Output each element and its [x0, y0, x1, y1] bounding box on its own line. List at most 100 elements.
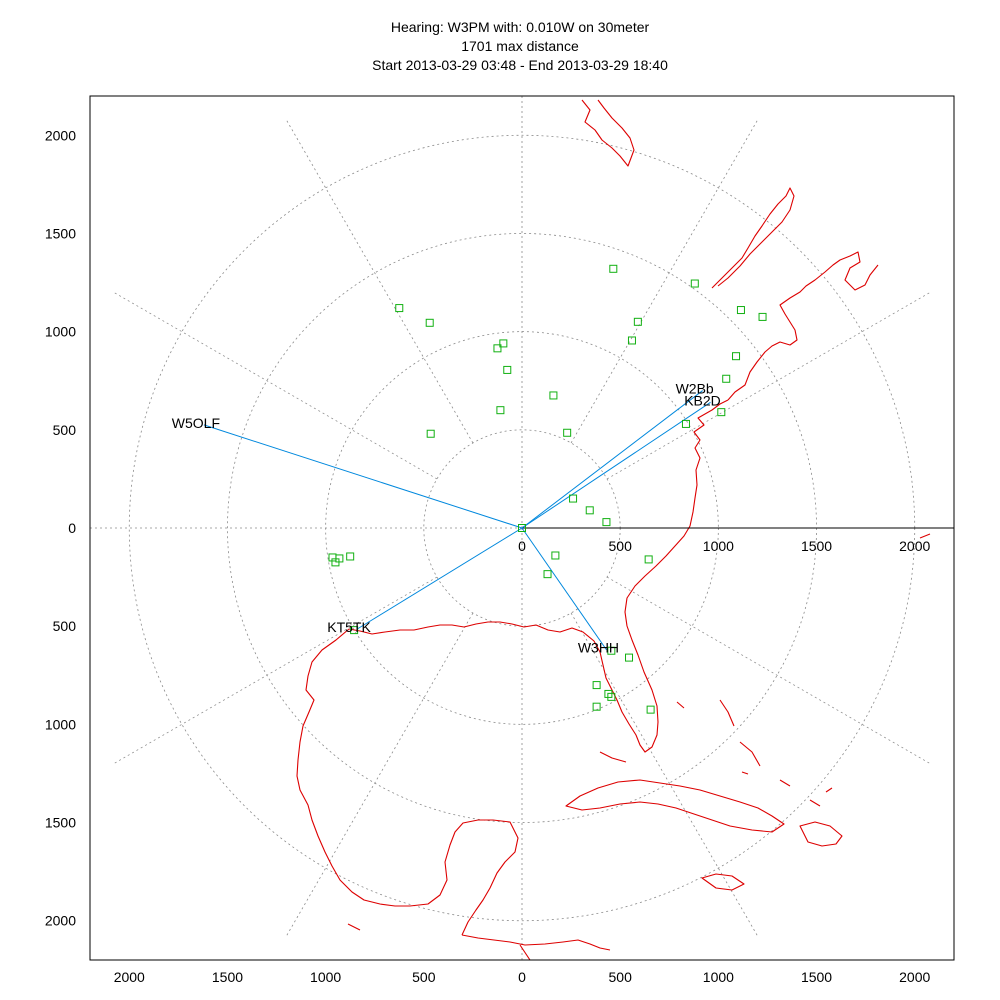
y-tick-label: 1500 [45, 225, 76, 241]
y-tick-label: 500 [53, 618, 77, 634]
x-tick-label: 1500 [212, 969, 243, 985]
y-tick-label: 1500 [45, 815, 76, 831]
coastline-bahamas [676, 699, 833, 807]
spot-marker [644, 555, 653, 564]
spot-marker [592, 702, 601, 711]
coastline-canada-east [711, 187, 795, 289]
station-label-w2bb: W2Bb [676, 381, 714, 397]
spot-marker [585, 506, 594, 515]
y-axis-tick-labels: 2000 1500 1000 500 0 500 1000 1500 2000 [45, 127, 76, 928]
origin-axis-tick-label: 2000 [899, 538, 930, 554]
coastline-hispaniola [799, 821, 843, 847]
spot-marker [633, 317, 642, 326]
x-tick-label: 500 [412, 969, 436, 985]
coastline-keys [347, 533, 931, 931]
y-tick-label: 1000 [45, 324, 76, 340]
y-tick-label: 500 [53, 422, 77, 438]
chart-title-line-2: 1701 max distance [461, 38, 579, 54]
spot-marker [607, 646, 616, 655]
spot-marker [496, 406, 505, 415]
azimuth-spoke-120 [606, 576, 931, 764]
spot-marker [493, 344, 502, 353]
spot-marker [549, 391, 558, 400]
spot-marker [736, 306, 745, 315]
coastline-cuba [565, 779, 785, 833]
path-kt5tk [356, 527, 523, 630]
azimuth-spoke-60 [606, 292, 931, 480]
spot-marker [346, 552, 355, 561]
coastline-map [296, 99, 931, 960]
chart-title-line-3: Start 2013-03-29 03:48 - End 2013-03-29 … [372, 57, 668, 73]
azimuth-spoke-240 [113, 576, 438, 764]
path-w3hh [521, 527, 607, 651]
y-tick-label: 1000 [45, 716, 76, 732]
path-w2bb [521, 390, 703, 529]
spot-marker [758, 312, 767, 321]
origin-axis-tick-label: 0 [518, 538, 526, 554]
coastline-hudson [581, 99, 635, 167]
origin-axis-tick-label: 1500 [801, 538, 832, 554]
spot-marker [518, 524, 526, 532]
station-label-w3hh: W3HH [578, 640, 619, 656]
spot-marker [543, 570, 552, 579]
azimuth-spoke-300 [113, 292, 438, 480]
x-tick-label: 1500 [801, 969, 832, 985]
propagation-paths [203, 390, 711, 651]
chart-title-line-1: Hearing: W3PM with: 0.010W on 30meter [391, 19, 650, 35]
spot-marker [331, 558, 340, 567]
x-tick-label: 1000 [310, 969, 341, 985]
spot-marker [722, 374, 731, 383]
origin-axis-tick-label: 500 [609, 538, 633, 554]
spot-marker [425, 318, 434, 327]
spot-marker [503, 365, 512, 374]
spot-marker [592, 681, 601, 690]
coastline-gulf-mexico [348, 399, 729, 753]
spot-marker [690, 279, 699, 288]
station-label-w5olf: W5OLF [172, 415, 220, 431]
azimuth-spoke-30 [570, 119, 758, 444]
spot-marker [328, 553, 337, 562]
station-label-kb2d: KB2D [684, 392, 721, 408]
spot-marker [681, 419, 690, 428]
y-tick-label: 2000 [45, 913, 76, 929]
path-kb2d [521, 401, 711, 529]
spot-marker [625, 653, 634, 662]
spot-marker [499, 339, 508, 348]
spot-marker [604, 689, 613, 698]
spot-marker [602, 518, 611, 527]
origin-axis-tick-label: 1000 [703, 538, 734, 554]
x-tick-label: 1000 [703, 969, 734, 985]
spot-markers [328, 264, 767, 714]
coastline-jamaica [701, 873, 745, 891]
coastline-texas-mexico [296, 628, 519, 936]
origin-axis-tick-labels: 0 500 1000 1500 2000 [518, 538, 930, 554]
azimuth-spoke-150 [570, 612, 758, 937]
spot-marker [717, 408, 726, 417]
path-w5olf [203, 424, 523, 529]
spot-marker [609, 264, 618, 273]
spot-marker [350, 626, 359, 635]
spot-marker [551, 551, 560, 560]
azimuth-spoke-330 [286, 119, 474, 444]
spot-marker [395, 304, 404, 313]
x-tick-label: 2000 [114, 969, 145, 985]
spot-marker [627, 336, 636, 345]
spot-marker [426, 429, 435, 438]
x-tick-label: 2000 [899, 969, 930, 985]
spot-marker [607, 692, 616, 701]
spot-marker [732, 352, 741, 361]
coastline-central-america [461, 934, 611, 960]
x-axis-tick-labels: 2000 1500 1000 500 0 500 1000 1500 2000 [114, 969, 931, 985]
station-label-kt5tk: KT5TK [327, 619, 371, 635]
spot-marker [563, 428, 572, 437]
azimuth-spoke-210 [286, 612, 474, 937]
y-tick-label: 0 [68, 520, 76, 536]
coastline-atlantic-north [727, 251, 879, 401]
y-tick-label: 2000 [45, 127, 76, 143]
spot-marker [646, 705, 655, 714]
x-tick-label: 500 [609, 969, 633, 985]
spot-marker [569, 494, 578, 503]
x-tick-label: 0 [518, 969, 526, 985]
